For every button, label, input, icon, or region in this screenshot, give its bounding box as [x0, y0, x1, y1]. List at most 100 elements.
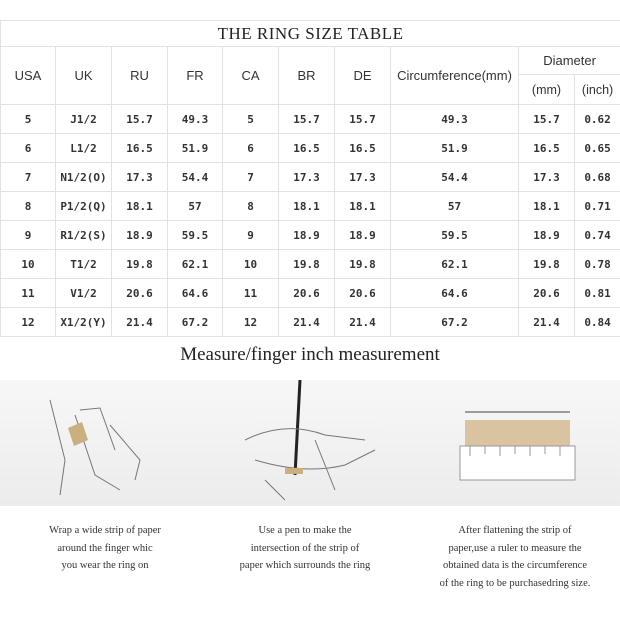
table-cell: 54.4 [167, 162, 223, 192]
table-cell: 12 [222, 307, 279, 337]
table-cell: N1/2(O) [55, 162, 112, 192]
column-subheader: (mm) [518, 74, 575, 105]
table-cell: 16.5 [278, 133, 335, 163]
table-cell: 8 [0, 191, 56, 221]
table-cell: 21.4 [278, 307, 335, 337]
table-cell: 18.1 [518, 191, 575, 221]
table-cell: 62.1 [390, 249, 519, 279]
table-cell: 6 [222, 133, 279, 163]
caption-line: After flattening the strip of [458, 525, 572, 536]
measure-heading: Measure/finger inch measurement [180, 344, 440, 365]
table-cell: L1/2 [55, 133, 112, 163]
table-cell: 59.5 [390, 220, 519, 250]
table-title: THE RING SIZE TABLE [0, 20, 620, 47]
table-cell: J1/2 [55, 104, 112, 134]
caption-line: paper which surrounds the ring [239, 560, 371, 571]
table-cell: 7 [0, 162, 56, 192]
table-cell: R1/2(S) [55, 220, 112, 250]
column-header: Diameter [517, 46, 620, 75]
table-cell: 54.4 [390, 162, 519, 192]
table-cell: 21.4 [111, 307, 168, 337]
column-header: DE [334, 46, 391, 105]
column-header: Circumference(mm) [390, 46, 519, 105]
table-cell: 62.1 [167, 249, 223, 279]
table-cell: 64.6 [390, 278, 519, 308]
table-cell: 17.3 [111, 162, 168, 192]
table-cell: 17.3 [278, 162, 335, 192]
hand-wrap-illustration [49, 399, 141, 496]
caption-line: obtained data is the circumference [442, 560, 587, 571]
table-cell: 51.9 [390, 133, 519, 163]
table-cell: 0.68 [573, 162, 620, 192]
table-cell: T1/2 [55, 249, 112, 279]
table-cell: 0.74 [573, 220, 620, 250]
table-cell: 20.6 [518, 278, 575, 308]
table-cell: 10 [222, 249, 279, 279]
caption-line: you wear the ring on [61, 560, 149, 571]
table-cell: 12 [0, 307, 56, 337]
table-cell: 19.8 [278, 249, 335, 279]
caption-line: paper,use a ruler to measure the [448, 542, 582, 554]
table-cell: 57 [390, 191, 519, 221]
table-row: 5 J1/2 15.7 49.3 5 15.7 15.7 49.3 15.7 0.62 [0, 104, 620, 134]
table-cell: 18.9 [334, 220, 391, 250]
table-cell: X1/2(Y) [55, 307, 112, 337]
ring-size-table: THE RING SIZE TABLE USA UK RU FR CA BR DE Circu… [0, 20, 620, 337]
table-cell: 16.5 [111, 133, 168, 163]
table-cell: 11 [0, 278, 56, 308]
table-cell: 9 [222, 220, 279, 250]
table-cell: 20.6 [111, 278, 168, 308]
step-3-caption: After flattening the strip of paper,use a… [415, 522, 615, 592]
table-cell: 16.5 [518, 133, 575, 163]
table-cell: 5 [222, 104, 279, 134]
table-cell: 8 [222, 191, 279, 221]
table-cell: 0.81 [573, 278, 620, 308]
table-cell: 10 [0, 249, 56, 279]
table-cell: 0.62 [573, 104, 620, 134]
table-cell: 18.9 [278, 220, 335, 250]
table-row: 12 X1/2(Y) 21.4 67.2 12 21.4 21.4 67.2 21.4 0.84 [0, 307, 620, 337]
pen-marking-illustration [244, 380, 376, 501]
table-row: 11 V1/2 20.6 64.6 11 20.6 20.6 64.6 20.6 0.81 [0, 278, 620, 308]
table-cell: 49.3 [167, 104, 223, 134]
illustration-band [0, 380, 620, 506]
table-cell: 57 [167, 191, 223, 221]
caption-line: Use a pen to make the [258, 525, 352, 536]
table-cell: 18.1 [334, 191, 391, 221]
column-header: RU [111, 46, 168, 105]
table-cell: 6 [0, 133, 56, 163]
table-cell: 17.3 [334, 162, 391, 192]
column-header: BR [278, 46, 335, 105]
table-cell: 51.9 [167, 133, 223, 163]
table-cell: 9 [0, 220, 56, 250]
table-cell: 19.8 [111, 249, 168, 279]
step-2-caption: Use a pen to make the intersection of the… [205, 522, 405, 575]
table-cell: 19.8 [518, 249, 575, 279]
ruler-illustration [459, 411, 576, 481]
table-cell: 20.6 [278, 278, 335, 308]
column-header: FR [167, 46, 223, 105]
table-cell: 0.65 [573, 133, 620, 163]
table-cell: 18.9 [518, 220, 575, 250]
table-row: 7 N1/2(O) 17.3 54.4 7 17.3 17.3 54.4 17.3 0.68 [0, 162, 620, 192]
table-cell: 0.78 [573, 249, 620, 279]
step-1-caption: Wrap a wide strip of paper around the fin… [5, 522, 205, 575]
table-cell: 5 [0, 104, 56, 134]
table-cell: 18.9 [111, 220, 168, 250]
table-cell: 7 [222, 162, 279, 192]
table-cell: P1/2(Q) [55, 191, 112, 221]
table-cell: 21.4 [518, 307, 575, 337]
caption-line: intersection of the strip of [250, 542, 360, 554]
table-cell: 49.3 [390, 104, 519, 134]
table-cell: 15.7 [334, 104, 391, 134]
caption-line: Wrap a wide strip of paper [49, 525, 161, 536]
table-row: 6 L1/2 16.5 51.9 6 16.5 16.5 51.9 16.5 0.65 [0, 133, 620, 163]
table-cell: 15.7 [111, 104, 168, 134]
table-cell: 67.2 [390, 307, 519, 337]
column-header: CA [222, 46, 279, 105]
column-subheader: (inch) [573, 74, 620, 105]
table-row: 10 T1/2 19.8 62.1 10 19.8 19.8 62.1 19.8 0.78 [0, 249, 620, 279]
table-cell: 16.5 [334, 133, 391, 163]
table-cell: 64.6 [167, 278, 223, 308]
table-cell: 67.2 [167, 307, 223, 337]
